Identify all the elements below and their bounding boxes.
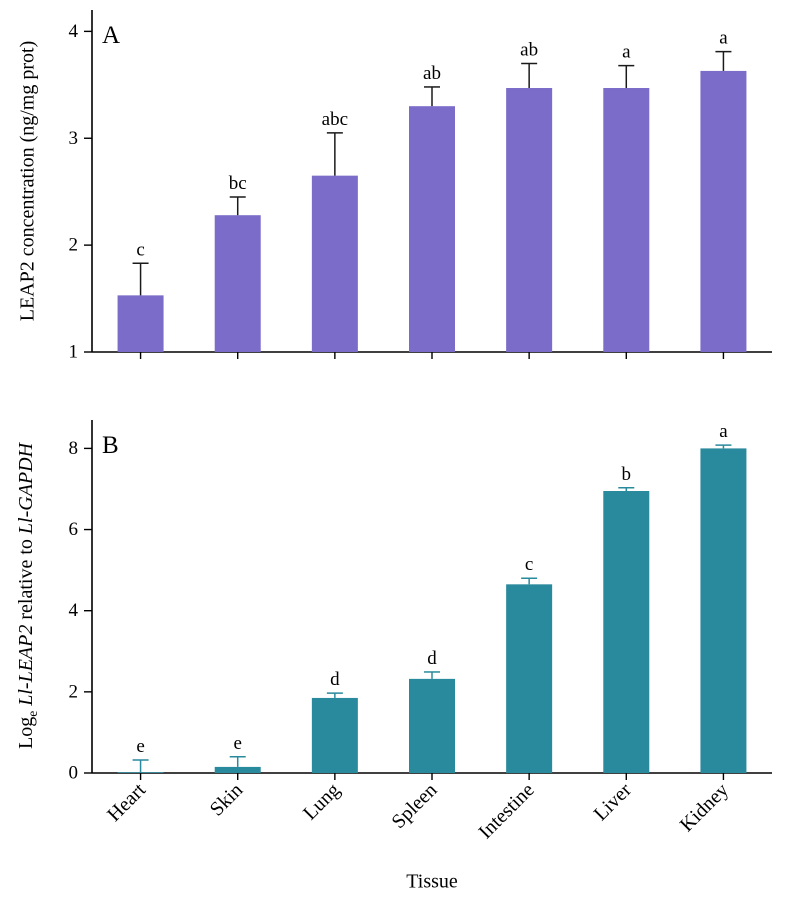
y-tick-label: 3 (69, 128, 79, 149)
significance-letter: b (622, 464, 632, 485)
bar (506, 584, 553, 773)
significance-letter: a (719, 28, 728, 49)
panel-a-y-axis-title: LEAP2 concentration (ng/mg prot) (16, 40, 39, 322)
y-tick-label: 6 (69, 519, 79, 540)
significance-letter: a (622, 42, 631, 63)
bar (311, 697, 358, 773)
bar (409, 678, 455, 773)
bar (700, 70, 747, 352)
bar (603, 88, 650, 353)
panel-b-y-axis-title: Loge Ll-LEAP2 relative to Ll-GAPDH (15, 443, 41, 749)
log-subscript: e (25, 710, 40, 717)
x-category-label: Intestine (474, 779, 538, 843)
relative-to-text: relative to (15, 534, 37, 625)
bar (700, 448, 747, 773)
x-category-label: Heart (103, 779, 150, 826)
panel-a-label: A (102, 22, 121, 49)
x-category-label: Liver (590, 779, 636, 825)
x-category-label: Skin (206, 779, 247, 820)
significance-letter: d (330, 669, 340, 690)
x-axis-title: Tissue (406, 870, 458, 893)
bar (311, 175, 358, 352)
bar (117, 772, 164, 773)
significance-letter: e (136, 736, 144, 757)
bar (214, 766, 261, 773)
x-category-label: Lung (299, 779, 344, 824)
significance-letter: c (136, 239, 144, 260)
significance-letter: e (233, 733, 241, 754)
significance-letter: bc (229, 173, 247, 194)
bar (506, 88, 553, 353)
gene-name-leap2: Ll-LEAP2 (15, 624, 37, 711)
significance-letter: d (427, 648, 437, 669)
y-tick-label: 8 (69, 438, 79, 459)
significance-letter: abc (322, 109, 348, 130)
bar (409, 106, 455, 352)
significance-letter: ab (520, 39, 538, 60)
panel-b-label: B (102, 432, 119, 459)
y-tick-label: 4 (69, 21, 79, 42)
significance-letter: c (525, 554, 533, 575)
significance-letter: ab (423, 63, 441, 84)
bar (603, 491, 650, 773)
x-category-label: Kidney (676, 779, 733, 836)
y-tick-label: 2 (69, 235, 79, 256)
significance-letter: a (719, 421, 728, 442)
y-tick-label: 1 (69, 342, 79, 363)
gene-name-gapdh: Ll-GAPDH (15, 442, 37, 535)
y-tick-label: 0 (69, 763, 79, 784)
x-category-label: Spleen (387, 779, 441, 833)
bar (117, 295, 164, 352)
y-tick-label: 4 (69, 600, 79, 621)
y-tick-label: 2 (69, 681, 79, 702)
bar (214, 215, 261, 352)
log-prefix: Log (15, 716, 37, 750)
